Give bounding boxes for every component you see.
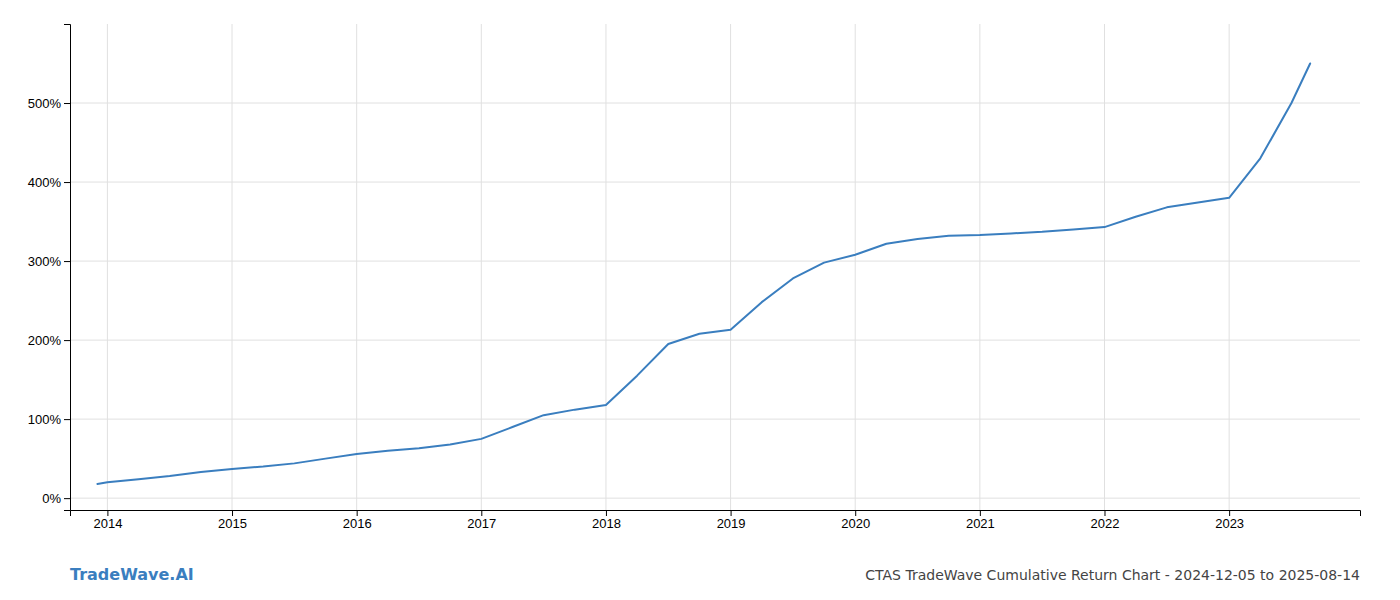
y-tick-label: 500% [28,96,62,111]
x-tick-mark [855,510,856,516]
grid-line-x [1104,24,1105,510]
grid-line-y [70,340,1360,341]
x-tick: 2020 [841,510,870,531]
grid-line-y [70,261,1360,262]
y-tick-mark [64,182,70,183]
title: CTAS TradeWave Cumulative Return Chart -… [865,567,1360,583]
x-tick-label: 2020 [841,516,870,531]
chart: 2014 2015 2016 2017 2018 2019 2020 2021 2022 2023… [0,0,1400,600]
x-tick: 2019 [717,510,746,531]
y-tick-label: 200% [28,333,62,348]
y-tick-mark [64,103,70,104]
grid-line-x [232,24,233,510]
y-tick-label: 100% [28,412,62,427]
grid-line-x [605,24,606,510]
x-tick-label: 2021 [966,516,995,531]
y-tick: 500% [28,96,70,111]
grid-line-y [70,498,1360,499]
y-tick-mark [64,340,70,341]
x-tick-label: 2018 [592,516,621,531]
x-tick-mark [1229,510,1230,516]
x-tick-mark [731,510,732,516]
y-tick-mark [64,261,70,262]
x-tick-label: 2014 [93,516,122,531]
x-tick-mark [232,510,233,516]
y-tick-label: 300% [28,254,62,269]
grid-line-x [356,24,357,510]
grid [70,24,1360,510]
x-tick-label: 2015 [218,516,247,531]
y-tick: 300% [28,254,70,269]
plot-area: 2014 2015 2016 2017 2018 2019 2020 2021 2022 2023… [28,24,1361,531]
y-tick-mark [64,498,70,499]
x-tick: 2023 [1215,510,1244,531]
grid-line-x [979,24,980,510]
y-tick-label: 0% [42,491,61,506]
x-axis-line [71,511,1361,517]
grid-line-x [107,24,108,510]
y-axis-line [64,25,71,511]
x-tick-mark [481,510,482,516]
y-axis: 0% 100% 200% 300% 400% 500% [28,25,71,511]
x-tick: 2022 [1091,510,1120,531]
x-tick-mark [606,510,607,516]
x-tick-label: 2019 [717,516,746,531]
x-tick: 2017 [467,510,496,531]
x-axis: 2014 2015 2016 2017 2018 2019 2020 2021 2022 2023 [71,510,1361,531]
grid-line-y [70,182,1360,183]
grid-line-y [70,103,1360,104]
y-tick-mark [64,419,70,420]
x-tick-label: 2022 [1091,516,1120,531]
marks [97,64,1310,484]
y-tick: 200% [28,333,70,348]
x-tick: 2021 [966,510,995,531]
y-tick: 0% [42,491,70,506]
x-tick: 2014 [93,510,122,531]
x-tick-mark [1104,510,1105,516]
grid-line-x [730,24,731,510]
x-tick-label: 2016 [343,516,372,531]
x-tick: 2015 [218,510,247,531]
grid-line-x [1229,24,1230,510]
y-tick: 100% [28,412,70,427]
grid-line-x [481,24,482,510]
x-tick-label: 2023 [1215,516,1244,531]
grid-line-y [70,419,1360,420]
x-tick-label: 2017 [467,516,496,531]
x-tick-mark [107,510,108,516]
grid-line-x [855,24,856,510]
x-tick: 2016 [343,510,372,531]
y-tick-label: 400% [28,175,62,190]
x-tick-mark [980,510,981,516]
line [97,64,1310,484]
watermark: TradeWave.AI [70,565,194,584]
y-tick: 400% [28,175,70,190]
x-tick: 2018 [592,510,621,531]
x-tick-mark [357,510,358,516]
